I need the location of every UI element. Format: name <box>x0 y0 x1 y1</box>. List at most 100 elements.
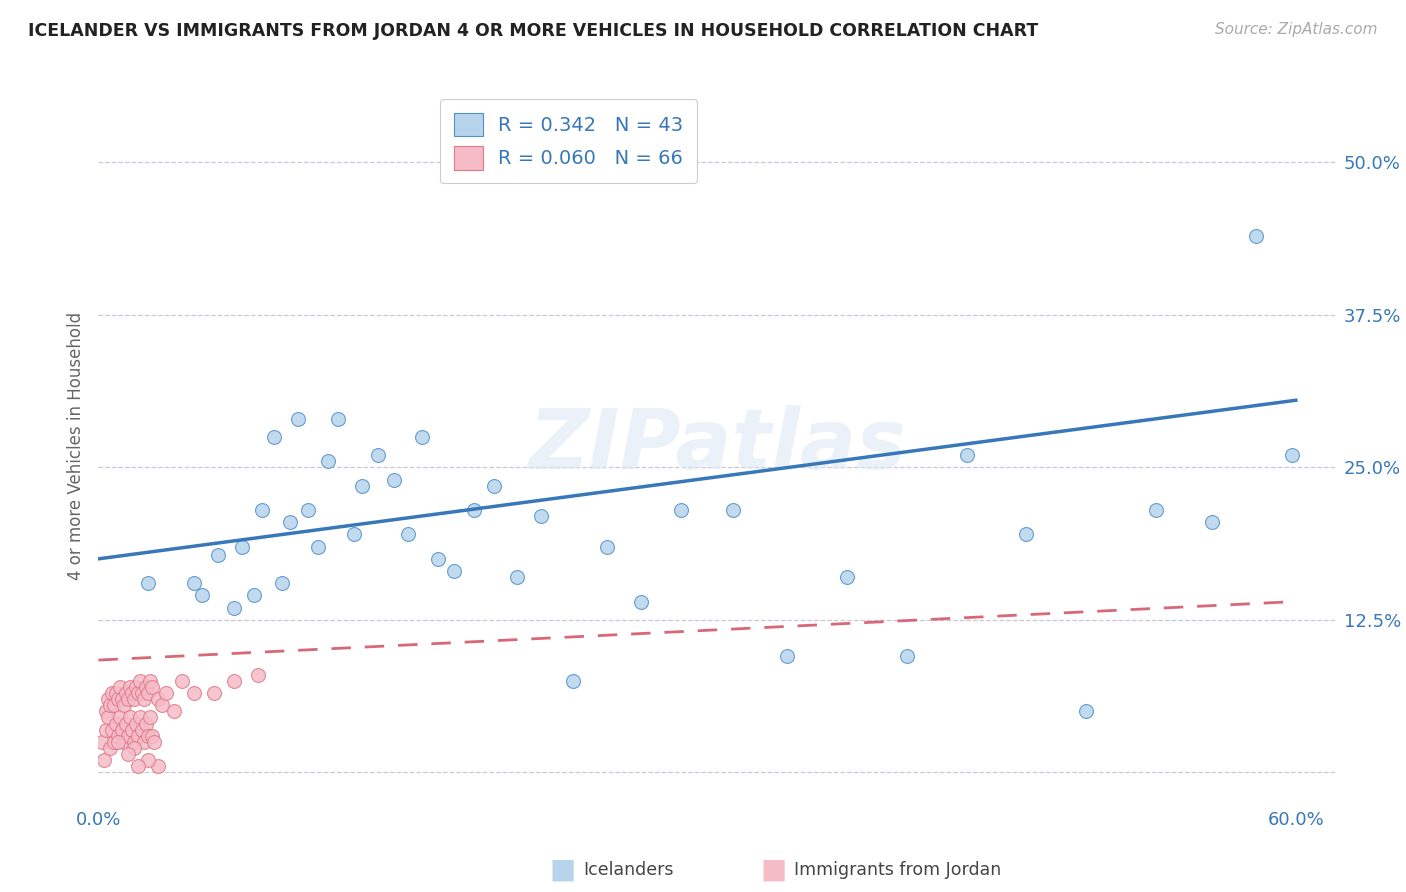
Point <box>231 540 253 554</box>
Point <box>1144 503 1167 517</box>
Point <box>287 411 309 425</box>
Point <box>115 686 138 700</box>
Point <box>202 686 225 700</box>
Point <box>1076 704 1098 718</box>
Text: ■: ■ <box>761 855 786 884</box>
Point <box>271 576 294 591</box>
Point <box>97 692 120 706</box>
Point <box>93 753 115 767</box>
Point <box>316 454 339 468</box>
Point <box>143 735 166 749</box>
Text: ZIPatlas: ZIPatlas <box>529 406 905 486</box>
Point <box>247 667 270 681</box>
Text: ■: ■ <box>550 855 575 884</box>
Point <box>124 740 146 755</box>
Point <box>506 570 529 584</box>
Text: Icelanders: Icelanders <box>583 861 673 879</box>
Point <box>115 716 138 731</box>
Point <box>350 478 373 492</box>
Point <box>630 594 652 608</box>
Point <box>100 740 122 755</box>
Point <box>96 723 118 737</box>
Point <box>105 716 128 731</box>
Text: Source: ZipAtlas.com: Source: ZipAtlas.com <box>1215 22 1378 37</box>
Point <box>136 686 159 700</box>
Point <box>91 735 114 749</box>
Point <box>117 692 139 706</box>
Point <box>1244 228 1267 243</box>
Point <box>112 735 135 749</box>
Point <box>896 649 918 664</box>
Point <box>1281 448 1303 462</box>
Point <box>148 759 170 773</box>
Point <box>482 478 505 492</box>
Point <box>530 509 553 524</box>
Point <box>139 710 162 724</box>
Point <box>96 704 118 718</box>
Point <box>125 716 148 731</box>
Point <box>669 503 692 517</box>
Point <box>148 692 170 706</box>
Point <box>191 589 214 603</box>
Text: ICELANDER VS IMMIGRANTS FROM JORDAN 4 OR MORE VEHICLES IN HOUSEHOLD CORRELATION : ICELANDER VS IMMIGRANTS FROM JORDAN 4 OR… <box>28 22 1039 40</box>
Text: Immigrants from Jordan: Immigrants from Jordan <box>794 861 1001 879</box>
Point <box>835 570 858 584</box>
Point <box>224 673 246 688</box>
Point <box>124 735 146 749</box>
Y-axis label: 4 or more Vehicles in Household: 4 or more Vehicles in Household <box>66 312 84 580</box>
Point <box>103 735 125 749</box>
Point <box>396 527 419 541</box>
Point <box>1015 527 1038 541</box>
Point <box>141 729 163 743</box>
Point <box>382 473 405 487</box>
Point <box>207 548 229 562</box>
Point <box>103 698 125 713</box>
Point <box>124 692 146 706</box>
Point <box>111 723 134 737</box>
Point <box>776 649 799 664</box>
Point <box>107 735 129 749</box>
Point <box>243 589 266 603</box>
Point <box>131 686 153 700</box>
Point <box>955 448 977 462</box>
Point <box>155 686 177 700</box>
Point <box>110 680 132 694</box>
Point <box>150 698 173 713</box>
Point <box>110 710 132 724</box>
Point <box>112 698 135 713</box>
Point <box>105 686 128 700</box>
Point <box>127 759 149 773</box>
Point <box>443 564 465 578</box>
Point <box>136 729 159 743</box>
Point <box>134 735 156 749</box>
Point <box>183 686 205 700</box>
Point <box>307 540 329 554</box>
Point <box>135 716 157 731</box>
Point <box>131 723 153 737</box>
Point <box>411 430 433 444</box>
Point <box>139 673 162 688</box>
Point <box>121 686 143 700</box>
Point <box>101 723 124 737</box>
Point <box>721 503 744 517</box>
Point <box>250 503 273 517</box>
Point <box>136 753 159 767</box>
Point <box>129 710 152 724</box>
Point <box>107 692 129 706</box>
Point <box>367 448 389 462</box>
Point <box>163 704 186 718</box>
Point <box>596 540 619 554</box>
Point <box>107 729 129 743</box>
Point <box>426 551 449 566</box>
Point <box>121 723 143 737</box>
Point <box>125 680 148 694</box>
Point <box>100 698 122 713</box>
Point <box>343 527 366 541</box>
Point <box>562 673 585 688</box>
Point <box>463 503 485 517</box>
Point <box>135 680 157 694</box>
Point <box>1201 515 1223 529</box>
Point <box>129 673 152 688</box>
Point <box>136 576 159 591</box>
Point <box>183 576 205 591</box>
